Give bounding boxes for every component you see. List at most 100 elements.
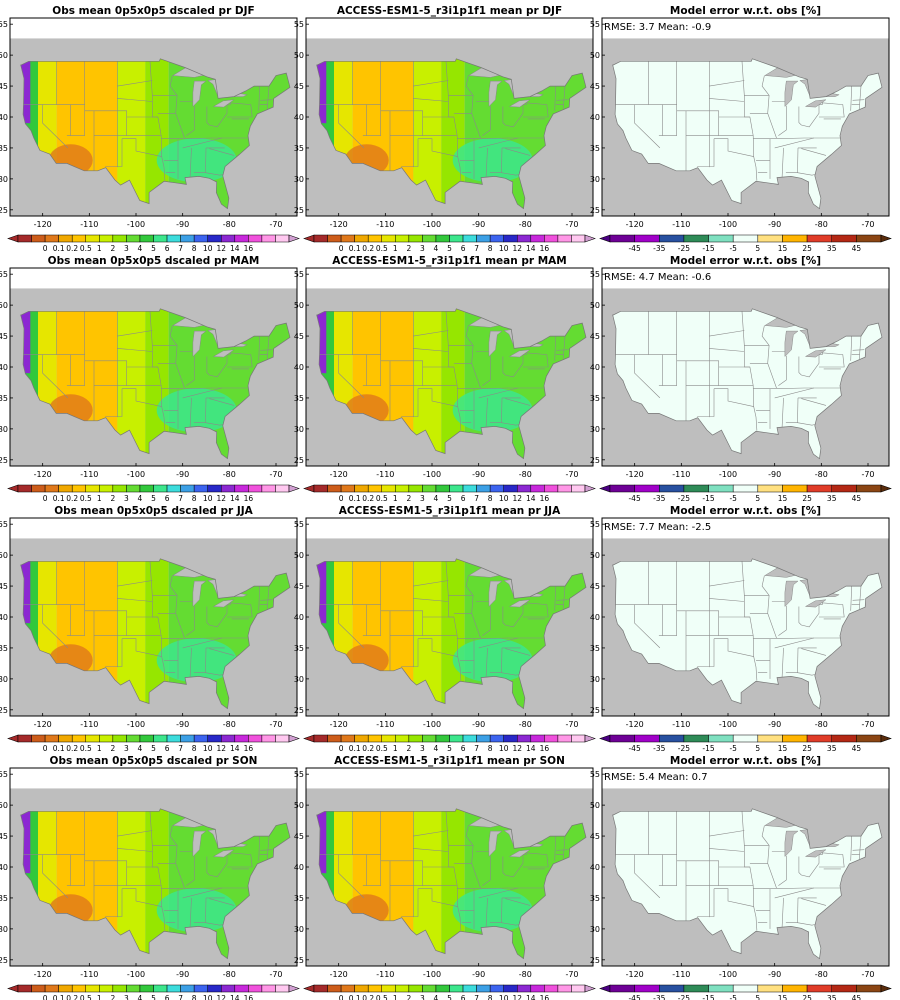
colorbar-label: 16 [540, 994, 550, 1000]
map-area [306, 18, 593, 216]
colorbar-box [609, 484, 635, 493]
colorbar-label: 45 [852, 244, 862, 253]
colorbar-label: 3 [124, 494, 129, 503]
state-border [482, 355, 491, 386]
state-border [206, 354, 228, 378]
lat-tick-label: 40 [0, 613, 8, 622]
state-border [797, 422, 815, 426]
colorbar-box [571, 234, 586, 243]
lon-tick-label: -120 [34, 720, 52, 729]
colorbar-box [367, 734, 383, 743]
state-border [709, 848, 745, 852]
colorbar-label: 0.1 [349, 744, 361, 753]
colorbar-box [806, 984, 832, 993]
state-border [859, 336, 862, 355]
state-border [761, 325, 777, 389]
state-border [634, 604, 661, 649]
err-colorbar: -45 -35 -25 -15 -5 5 15 25 35 45 [599, 234, 892, 253]
lat-tick-label: 35 [0, 644, 8, 653]
state-border [169, 825, 185, 889]
colorbar-box [856, 734, 882, 743]
lat-tick-label: 40 [590, 613, 600, 622]
state-border [781, 897, 784, 928]
panel-model-djf: ACCESS-ESM1-5_r3i1p1f1 mean pr DJF -120 -1… [294, 4, 596, 253]
colorbar-box [85, 484, 100, 493]
state-border [523, 602, 549, 618]
colorbar-box [367, 484, 383, 493]
colorbar-box [683, 984, 709, 993]
lat-tick-label: 55 [294, 20, 304, 29]
state-border [205, 172, 223, 176]
lat-tick-label: 30 [590, 925, 600, 934]
colorbar-box [166, 984, 181, 993]
colorbar-box [462, 734, 477, 743]
colorbar-box [166, 484, 181, 493]
state-border [485, 147, 488, 178]
state-border [149, 811, 166, 931]
state-border [66, 61, 85, 136]
state-border [117, 98, 153, 102]
state-border [658, 311, 677, 386]
colorbar-box [17, 234, 32, 243]
colorbar-label: 0.5 [376, 494, 388, 503]
lon-tick-label: -90 [768, 220, 781, 229]
colorbar-box [530, 484, 545, 493]
lat-tick-label: 40 [0, 863, 8, 872]
state-border [502, 604, 524, 628]
colorbar-box [381, 734, 396, 743]
colorbar-box [462, 984, 477, 993]
colorbar-label: 10 [203, 244, 213, 253]
colorbar-box [340, 484, 355, 493]
state-border [480, 887, 518, 889]
colorbar-box [683, 234, 709, 243]
lat-tick-label: 50 [294, 801, 304, 810]
map-plot: -120 -110 -100 -90 -80 -70 25 30 35 40 45 50 55 RMSE:… [590, 267, 892, 503]
state-border [122, 388, 162, 407]
country-outline [20, 58, 291, 210]
state-border [209, 148, 235, 156]
lat-tick-label: 55 [0, 20, 8, 29]
state-border [184, 887, 222, 889]
colorbar-under-arrow [599, 484, 611, 493]
panel-err-jja: Model error w.r.t. obs [%] -120 -110 -100 -9… [590, 504, 892, 753]
colorbar-label: 7 [474, 994, 479, 1000]
colorbar-label: 12 [513, 494, 523, 503]
no-data-strip [10, 18, 297, 39]
colorbar-label: 0.2 [66, 244, 78, 253]
great-lake [488, 330, 503, 358]
colorbar-label: -45 [628, 494, 640, 503]
state-border [798, 854, 820, 878]
state-border [362, 811, 381, 886]
state-border [117, 848, 153, 852]
colorbar-label: 5 [755, 994, 760, 1000]
great-lake [488, 580, 503, 608]
great-lake [192, 80, 207, 108]
colorbar-label: 4 [434, 994, 439, 1000]
colorbar-label: 15 [778, 244, 788, 253]
lat-tick-label: 35 [294, 894, 304, 903]
colorbar-over-arrow [584, 734, 596, 743]
lat-tick-label: 40 [590, 863, 600, 872]
colorbar-box [327, 484, 342, 493]
colorbar-box [71, 984, 87, 993]
lat-tick-label: 35 [0, 144, 8, 153]
country-outline [20, 308, 291, 460]
state-border [697, 638, 715, 667]
state-border [801, 648, 827, 656]
state-border [714, 638, 754, 657]
state-border [563, 586, 566, 605]
colorbar-label: 7 [178, 994, 183, 1000]
lat-tick-label: 40 [294, 113, 304, 122]
colorbar-label: 3 [420, 994, 425, 1000]
state-border [209, 648, 235, 656]
colorbar-box [31, 984, 46, 993]
no-data-strip [10, 768, 297, 789]
colorbar-box [367, 234, 383, 243]
state-border [776, 137, 814, 139]
state-border [480, 637, 518, 639]
colorbar-label: 0.1 [349, 994, 361, 1000]
state-border [258, 336, 260, 361]
lon-tick-label: -120 [330, 970, 348, 979]
colorbar-label: -45 [628, 744, 640, 753]
